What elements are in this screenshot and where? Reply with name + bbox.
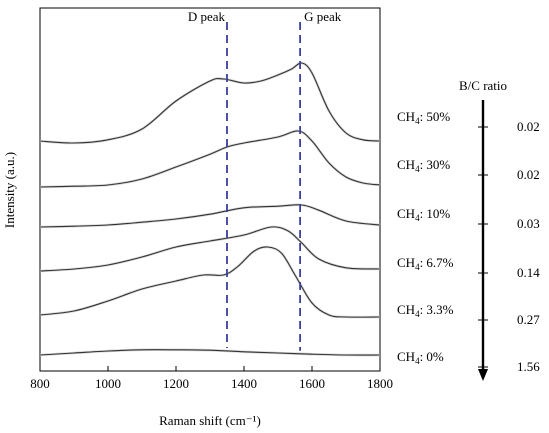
ratio-axis-title: B/C ratio <box>459 78 507 93</box>
x-tick-label-3: 1400 <box>231 376 257 391</box>
series-label-3: CH4: 6.7% <box>397 255 454 272</box>
spectrum-line-0 <box>39 62 381 144</box>
x-tick-label-0: 800 <box>30 376 50 391</box>
plot-frame <box>39 7 381 372</box>
reference-label-0: D peak <box>188 9 226 24</box>
spectrum-line-1 <box>39 130 381 188</box>
y-axis-label: Intensity (a.u.) <box>2 152 17 228</box>
ratio-value-2: 0.03 <box>517 216 540 231</box>
series-label-2: CH4: 10% <box>397 206 450 223</box>
ratio-value-0: 0.02 <box>517 119 540 134</box>
ratio-value-3: 0.14 <box>517 265 540 280</box>
ratio-value-4: 0.27 <box>517 312 540 327</box>
x-tick-label-1: 1000 <box>95 376 121 391</box>
ratio-axis-arrowhead <box>478 369 488 381</box>
series-label-0: CH4: 50% <box>397 109 450 126</box>
series-label-5: CH4: 0% <box>397 349 444 366</box>
spectrum-halo-1 <box>39 129 381 189</box>
spectrum-line-5 <box>39 349 381 356</box>
spectrum-halo-2 <box>39 203 381 229</box>
reference-label-1: G peak <box>304 9 342 24</box>
x-axis-label: Raman shift (cm⁻¹) <box>159 413 261 428</box>
x-tick-label-4: 1600 <box>299 376 325 391</box>
ratio-value-1: 0.02 <box>517 167 540 182</box>
x-tick-label-2: 1200 <box>163 376 189 391</box>
spectrum-halo-0 <box>39 61 381 145</box>
spectrum-line-3 <box>39 226 381 272</box>
series-label-1: CH4: 30% <box>397 157 450 174</box>
x-tick-label-5: 1800 <box>367 376 393 391</box>
series-label-4: CH4: 3.3% <box>397 302 454 319</box>
ratio-value-5: 1.56 <box>517 359 540 374</box>
spectrum-halo-3 <box>39 225 381 273</box>
spectrum-line-4 <box>39 246 381 318</box>
